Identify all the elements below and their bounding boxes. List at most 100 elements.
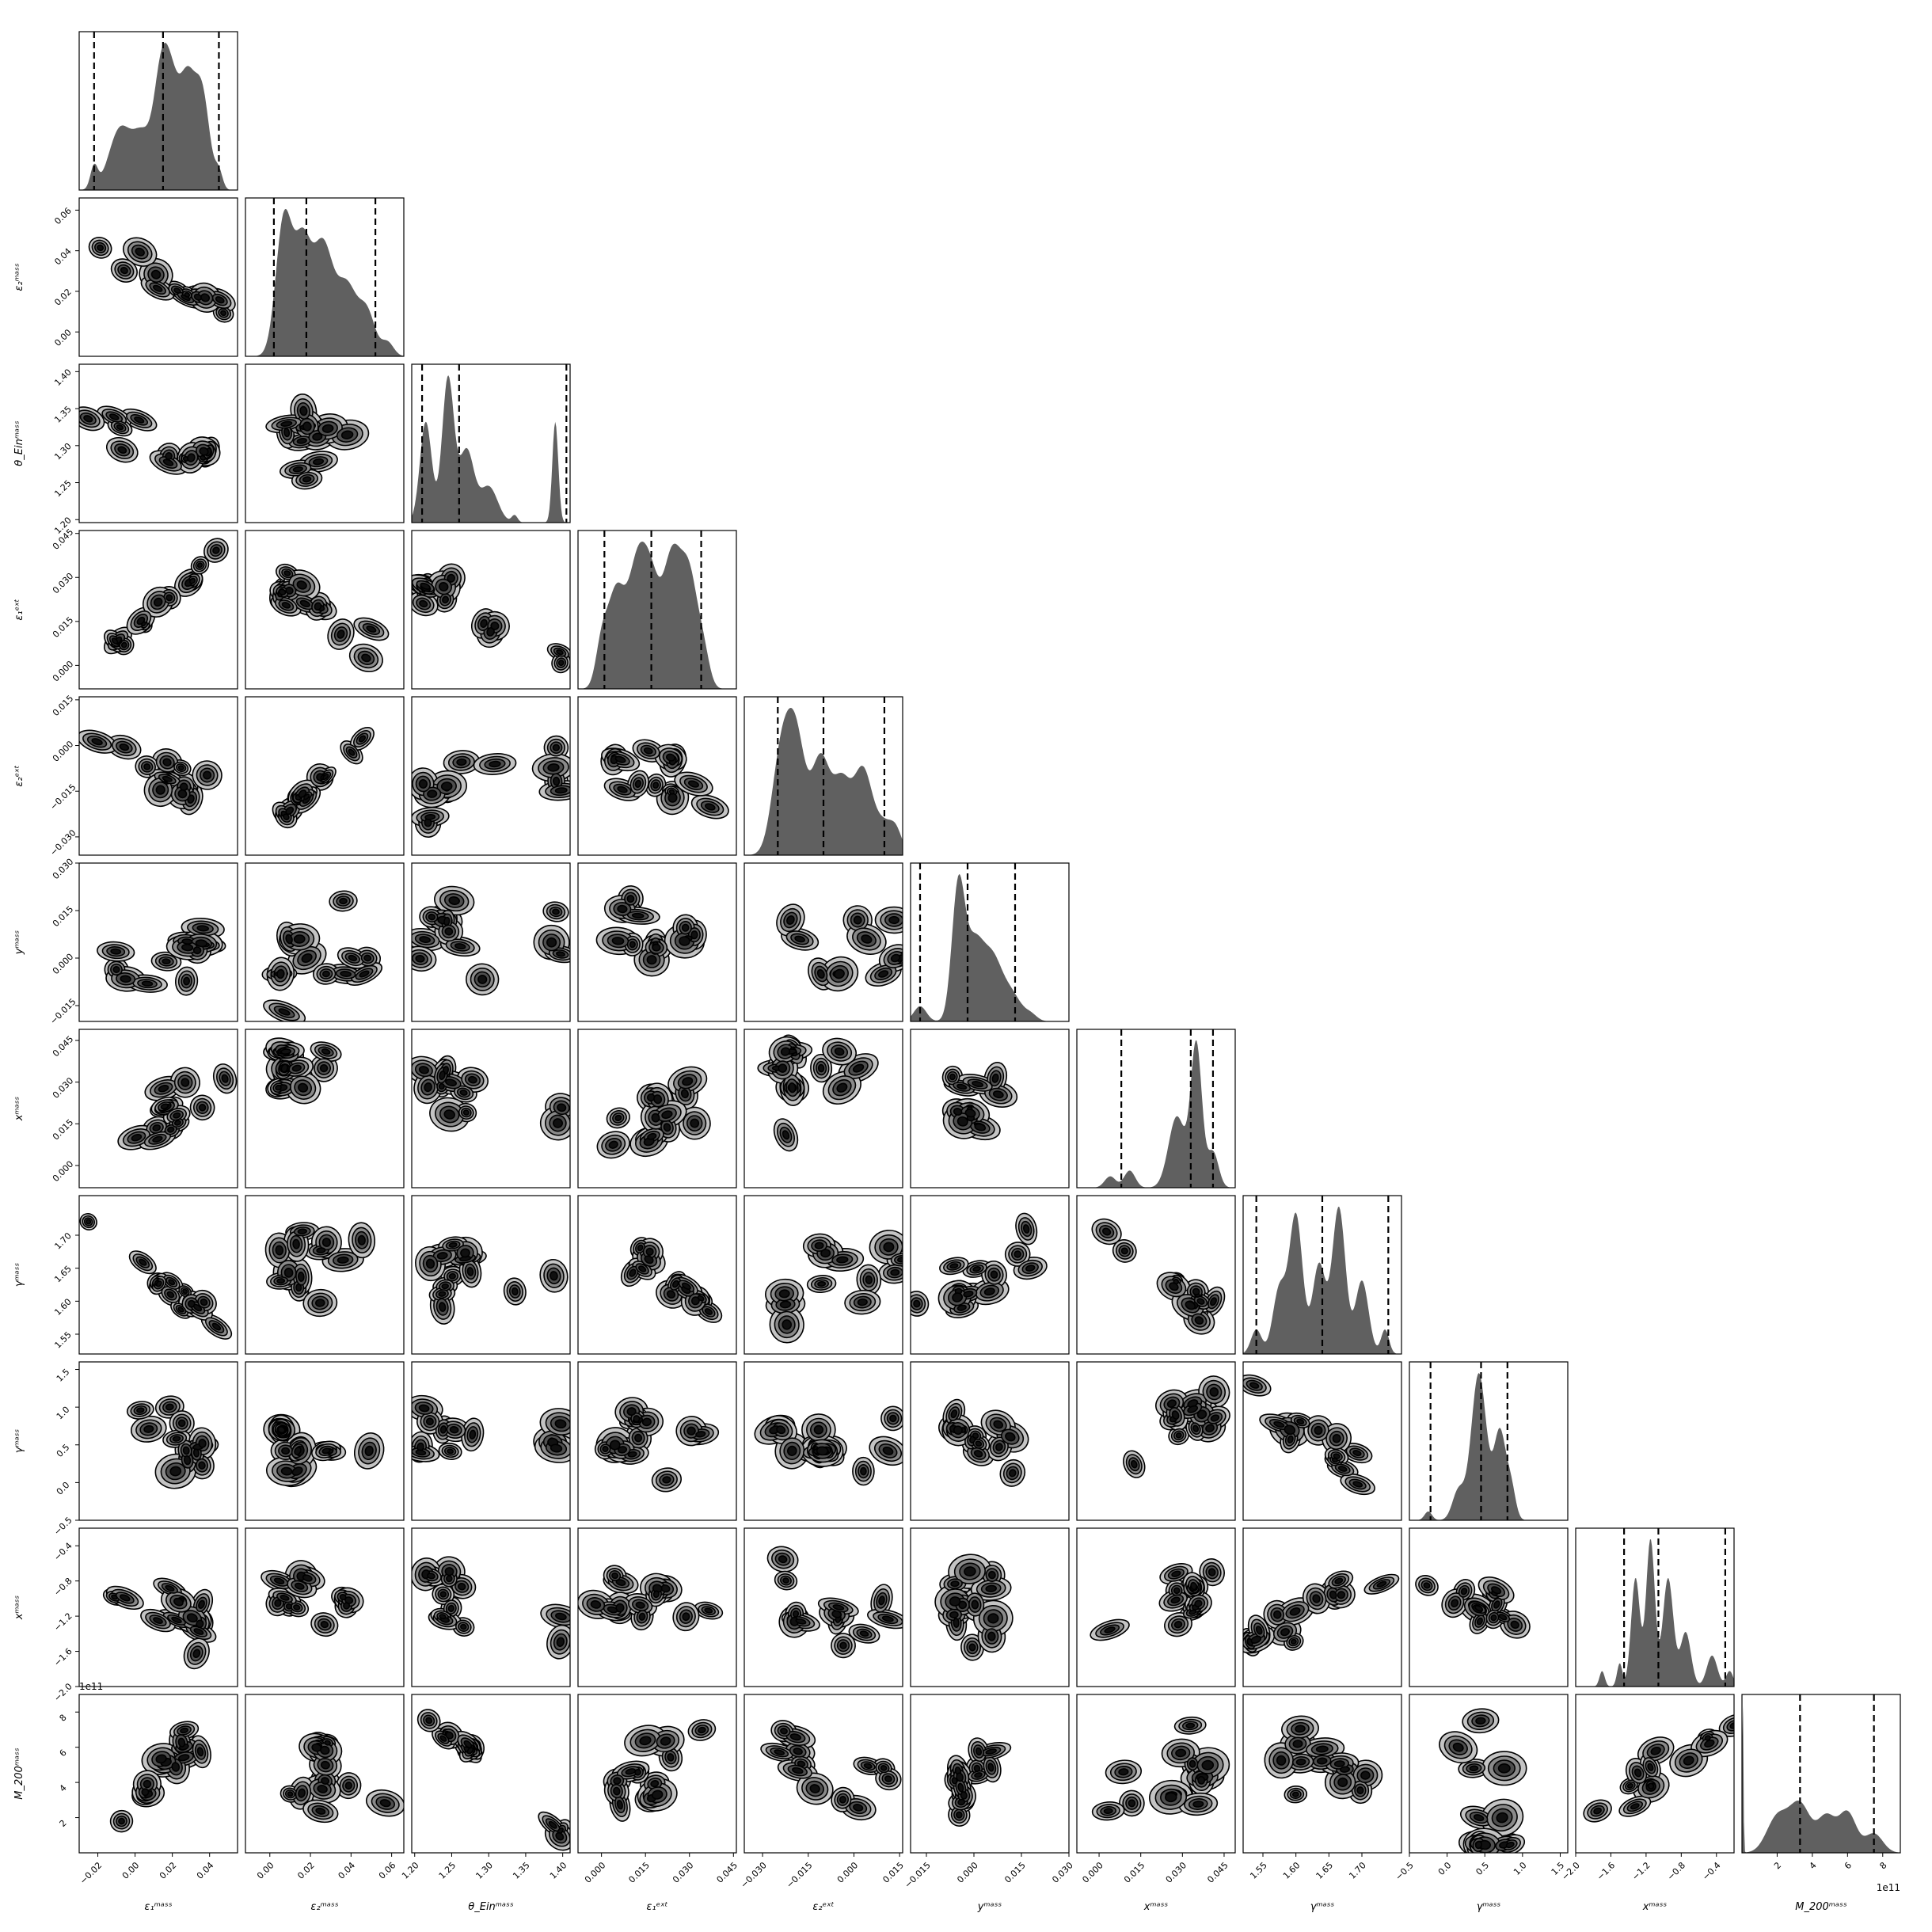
panel-frame	[245, 1694, 405, 1854]
contour-level-3	[277, 570, 377, 663]
panel-5-0: −0.015 0.000 0.015 0.030 yᵐᵃˢˢ	[13, 857, 238, 1026]
panel-8-5	[910, 1361, 1070, 1521]
y-tick-label: 1.55	[52, 1329, 74, 1351]
panel-1-0: 0.00 0.02 0.04 0.06 ε₂ᵐᵃˢˢ	[13, 197, 238, 357]
contour-level-3	[949, 1409, 1017, 1478]
contour-level-3	[86, 1219, 222, 1331]
panel-frame	[744, 1029, 903, 1188]
y-tick-label: −2.0	[52, 1681, 74, 1703]
panel-5-5	[910, 862, 1070, 1022]
x-tick-label: 1.35	[511, 1860, 532, 1881]
x-tick-label: 1.0	[1512, 1860, 1529, 1877]
panel-marks	[412, 735, 570, 838]
y-tick-label: −1.2	[52, 1611, 74, 1633]
x-axis-label: ε₂ᵉˣᵗ	[812, 1901, 834, 1913]
contour-level-3	[111, 546, 220, 648]
panel-4-3	[577, 696, 737, 856]
x-tick-label: −0.02	[78, 1860, 104, 1886]
panel-frame	[1242, 1527, 1402, 1687]
contour-level-3	[274, 897, 372, 1016]
panel-9-9	[1575, 1527, 1735, 1687]
y-offset-label: 1e11	[79, 1681, 103, 1692]
panel-marks	[578, 531, 736, 689]
x-tick-label: 0.00	[120, 1860, 142, 1881]
x-tick-label: 0.000	[835, 1860, 860, 1884]
panel-frame	[1242, 1694, 1402, 1854]
panel-marks	[412, 1055, 570, 1141]
panel-10-0: 2 4 6 8 M_200ᵐᵃˢˢ 1e11 −0.02 0.00 0.02 0.04 ε₁ᵐᵃˢˢ	[13, 1681, 238, 1913]
panel-10-7: 1.55 1.60 1.65 1.70 γᵐᵃˢˢ	[1242, 1694, 1402, 1913]
panel-frame	[78, 696, 238, 856]
panel-marks	[1264, 1715, 1383, 1805]
y-tick-label: 1.40	[52, 367, 74, 389]
panel-10-1: 0.00 0.02 0.04 0.06 ε₂ᵐᵃˢˢ	[245, 1694, 405, 1913]
y-tick-label: 0.045	[51, 1034, 75, 1059]
contour-level-3	[1452, 1717, 1515, 1850]
x-tick-label: 0.045	[1205, 1860, 1230, 1884]
panel-marks	[1090, 1558, 1225, 1641]
panel-6-4	[744, 1029, 903, 1188]
contour-level-3	[1276, 1725, 1371, 1797]
panel-marks	[766, 1546, 903, 1659]
panel-frame	[1076, 1361, 1236, 1521]
x-axis-label: γᵐᵃˢˢ	[1310, 1901, 1335, 1913]
contour-level-3	[602, 1407, 706, 1484]
y-axis-label: γᵐᵃˢˢ	[13, 1429, 25, 1454]
contour-level-3	[1593, 1721, 1734, 1815]
panel-frame	[78, 1694, 238, 1854]
panel-marks	[765, 1230, 903, 1344]
panel-7-4	[744, 1195, 903, 1355]
contour-level-3	[1130, 1387, 1220, 1469]
panel-8-1	[245, 1361, 405, 1521]
y-tick-label: 1.0	[55, 1405, 72, 1422]
panel-7-5	[910, 1195, 1070, 1355]
panel-frame	[1575, 1527, 1735, 1687]
x-tick-label: 0.030	[671, 1860, 695, 1884]
panel-marks	[272, 726, 375, 829]
contour-level-1	[420, 1712, 570, 1847]
y-tick-label: 1.60	[52, 1296, 74, 1318]
panel-4-2	[411, 696, 571, 856]
contour-level-3	[1423, 1582, 1519, 1630]
panel-frame	[1076, 1694, 1236, 1854]
x-tick-label: −0.5	[1394, 1860, 1416, 1882]
x-tick-label: 0.00	[255, 1860, 276, 1881]
panel-frame	[78, 31, 238, 191]
panel-6-6	[1076, 1029, 1236, 1188]
panel-marks	[760, 1720, 902, 1821]
panel-frame	[577, 862, 737, 1022]
y-tick-label: 1.30	[52, 441, 74, 462]
panel-marks	[126, 1395, 219, 1489]
panel-10-3: 0.000 0.015 0.030 0.045 ε₁ᵉˣᵗ	[577, 1694, 740, 1913]
panel-frame	[910, 1195, 1070, 1355]
x-tick-label: 0.015	[1002, 1860, 1027, 1884]
y-tick-label: 0.015	[51, 1117, 75, 1142]
contour-level-3	[275, 1047, 331, 1093]
panel-9-8	[1409, 1527, 1569, 1687]
panel-frame	[78, 1029, 238, 1188]
y-axis-label: xᵐᵃˢˢ	[13, 1595, 25, 1621]
panel-10-4: −0.030 −0.015 0.000 0.015 ε₂ᵉˣᵗ	[739, 1694, 906, 1913]
panel-marks	[415, 1236, 569, 1325]
panel-frame	[577, 696, 737, 856]
panel-frame	[910, 1527, 1070, 1687]
contour-level-3	[613, 1726, 706, 1810]
panel-marks	[1576, 1528, 1734, 1687]
panel-6-2	[411, 1029, 571, 1188]
panel-marks	[412, 1394, 570, 1463]
panel-9-5	[910, 1527, 1070, 1687]
panel-frame	[411, 363, 571, 523]
panel-7-1	[245, 1195, 405, 1355]
x-tick-label: −1.6	[1595, 1860, 1617, 1882]
panel-marks	[79, 32, 238, 190]
panel-marks	[264, 1222, 376, 1318]
y-tick-label: 0.0	[55, 1480, 72, 1497]
panel-8-8	[1409, 1361, 1569, 1521]
y-axis-label: xᵐᵃˢˢ	[13, 1097, 25, 1122]
marginal-density	[1409, 1373, 1568, 1520]
panel-frame	[744, 862, 903, 1022]
x-axis-label: xᵐᵃˢˢ	[1143, 1901, 1169, 1913]
contour-level-3	[425, 1242, 558, 1312]
contour-level-3	[419, 573, 565, 667]
panel-frame	[744, 1195, 903, 1355]
